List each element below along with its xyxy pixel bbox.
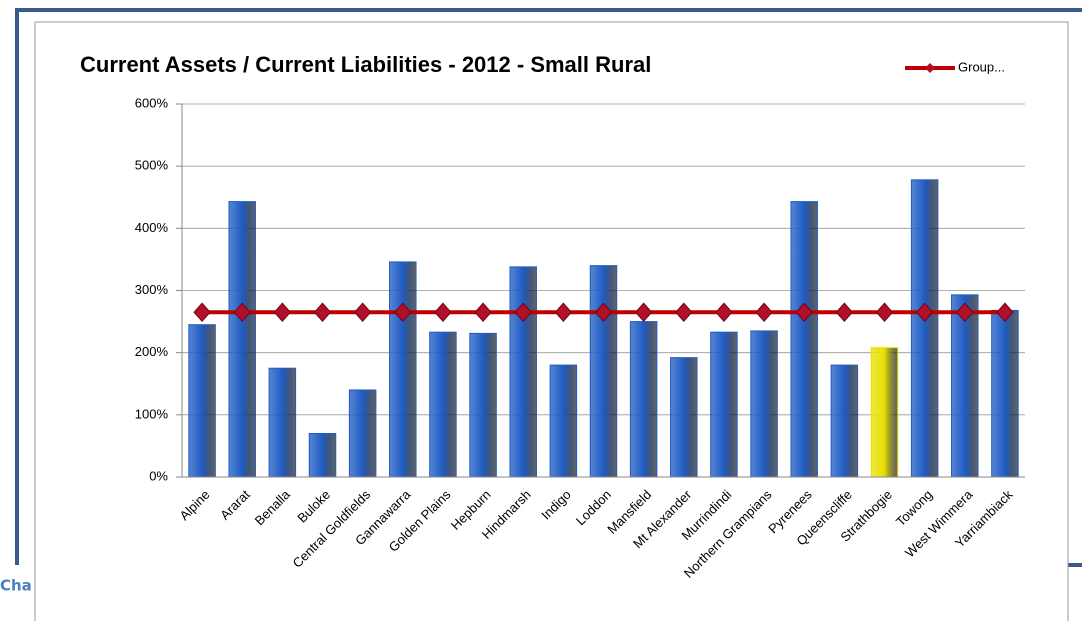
bar	[670, 357, 698, 478]
bar	[629, 321, 658, 478]
y-tick-label: 0%	[149, 468, 168, 483]
marker	[474, 302, 492, 323]
bar	[268, 367, 297, 478]
bar	[228, 201, 256, 478]
chart-title: Current Assets / Current Liabilities - 2…	[80, 52, 651, 77]
bar	[429, 331, 457, 478]
bar	[389, 261, 417, 478]
y-tick-label: 100%	[135, 406, 169, 421]
marker	[956, 302, 974, 323]
marker	[996, 302, 1014, 323]
y-tick-label: 200%	[135, 344, 169, 359]
marker	[353, 302, 372, 323]
marker	[514, 302, 532, 323]
marker	[715, 302, 733, 323]
marker	[233, 302, 251, 323]
bar	[348, 389, 377, 478]
marker	[594, 302, 613, 323]
bar	[830, 364, 859, 478]
marker	[273, 302, 292, 323]
background-label: Cha	[0, 577, 32, 595]
marker	[193, 302, 211, 323]
marker	[313, 302, 332, 323]
bar	[750, 330, 778, 478]
bar	[991, 309, 1019, 478]
marker	[835, 302, 854, 323]
bar	[589, 265, 618, 478]
marker	[554, 302, 573, 323]
bar	[710, 331, 738, 478]
y-tick-label: 500%	[135, 158, 169, 173]
bar	[790, 201, 818, 478]
bar	[188, 324, 216, 478]
bar	[308, 432, 337, 478]
bar	[910, 179, 939, 478]
bar	[951, 294, 979, 478]
bar	[549, 364, 578, 478]
chart-area	[34, 21, 1069, 625]
legend-label: Group...	[958, 59, 1005, 74]
y-tick-label: 400%	[135, 220, 169, 235]
marker	[634, 302, 653, 323]
marker	[755, 302, 773, 323]
legend-marker	[925, 63, 935, 73]
bar	[509, 266, 537, 478]
bar	[469, 332, 497, 478]
marker	[675, 302, 693, 323]
y-tick-label: 300%	[135, 282, 169, 297]
marker	[795, 302, 813, 323]
marker	[434, 302, 452, 323]
y-tick-label: 600%	[135, 95, 169, 110]
marker	[915, 302, 934, 323]
marker	[394, 302, 412, 323]
bar	[870, 347, 899, 478]
marker	[875, 302, 894, 323]
